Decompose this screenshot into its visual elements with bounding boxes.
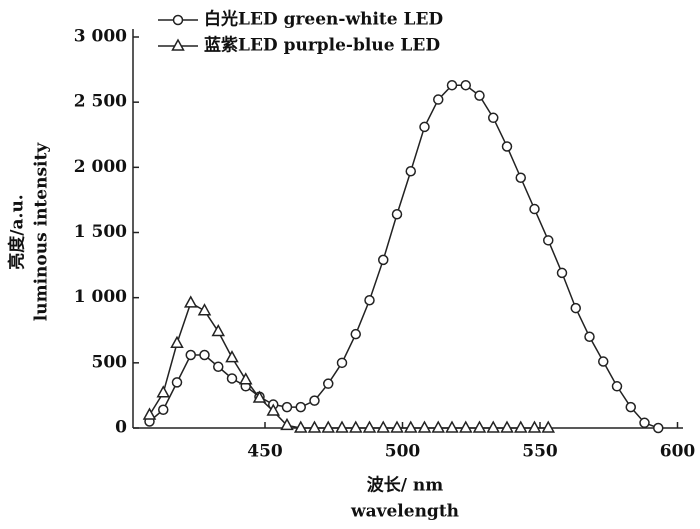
marker bbox=[541, 420, 556, 433]
marker bbox=[431, 420, 446, 433]
x-label-2: wavelength bbox=[350, 502, 459, 522]
marker bbox=[417, 420, 432, 433]
legend-marker bbox=[171, 38, 185, 51]
marker bbox=[364, 295, 375, 306]
marker bbox=[405, 165, 416, 177]
marker bbox=[639, 417, 650, 429]
marker bbox=[486, 420, 501, 433]
marker bbox=[362, 420, 377, 433]
y-label: 亮度/a.u. bbox=[7, 194, 28, 269]
marker bbox=[543, 235, 554, 246]
y-label-2: luminous intensity bbox=[32, 142, 52, 322]
marker bbox=[213, 361, 224, 372]
marker bbox=[611, 381, 623, 392]
marker bbox=[598, 356, 609, 367]
marker bbox=[500, 420, 514, 433]
legend-label: 蓝紫LED purple-blue LED bbox=[204, 35, 440, 56]
marker bbox=[309, 395, 320, 406]
series-line bbox=[148, 301, 549, 429]
marker bbox=[529, 203, 540, 215]
y-tick-label: 1 500 bbox=[74, 222, 127, 242]
marker bbox=[446, 79, 458, 91]
marker bbox=[293, 420, 308, 433]
marker bbox=[653, 422, 664, 434]
marker bbox=[570, 302, 581, 314]
marker bbox=[280, 417, 294, 431]
marker bbox=[515, 172, 526, 184]
marker bbox=[458, 420, 473, 433]
y-tick-label: 500 bbox=[92, 352, 128, 372]
marker bbox=[185, 349, 196, 361]
marker bbox=[323, 378, 334, 389]
marker bbox=[472, 420, 487, 433]
marker bbox=[158, 404, 169, 416]
marker bbox=[474, 90, 485, 101]
y-tick-label: 2 000 bbox=[74, 157, 127, 177]
marker bbox=[199, 349, 210, 361]
x-tick-label: 500 bbox=[385, 442, 421, 462]
legend-marker bbox=[172, 14, 184, 26]
marker bbox=[225, 350, 239, 363]
x-tick-label: 600 bbox=[660, 442, 696, 462]
marker bbox=[348, 420, 363, 433]
marker bbox=[419, 121, 430, 133]
marker bbox=[211, 323, 226, 337]
marker bbox=[501, 141, 513, 152]
legend-label: 白光LED green-white LED bbox=[204, 9, 443, 30]
marker bbox=[584, 331, 595, 343]
marker bbox=[336, 357, 348, 369]
marker bbox=[433, 94, 444, 105]
marker bbox=[403, 420, 418, 433]
marker bbox=[252, 390, 267, 403]
marker bbox=[281, 401, 293, 413]
marker bbox=[156, 385, 171, 398]
marker bbox=[390, 420, 404, 433]
marker bbox=[321, 420, 336, 433]
marker bbox=[513, 420, 528, 433]
marker bbox=[335, 420, 349, 433]
marker bbox=[527, 420, 542, 433]
marker bbox=[170, 335, 184, 349]
marker bbox=[238, 372, 253, 385]
marker bbox=[295, 401, 306, 413]
series-line bbox=[149, 84, 659, 429]
x-label: 波长/ nm bbox=[367, 475, 443, 496]
marker bbox=[350, 328, 361, 340]
marker bbox=[625, 401, 636, 413]
x-tick-label: 450 bbox=[247, 442, 283, 462]
y-tick-label: 2 500 bbox=[74, 92, 127, 112]
marker bbox=[226, 373, 238, 384]
marker bbox=[197, 303, 212, 316]
marker bbox=[171, 377, 183, 388]
marker bbox=[142, 407, 157, 420]
marker bbox=[266, 403, 281, 416]
y-tick-label: 0 bbox=[115, 418, 127, 438]
y-tick-label: 1 000 bbox=[74, 287, 127, 307]
marker bbox=[376, 420, 391, 433]
marker bbox=[391, 209, 403, 220]
marker bbox=[307, 420, 322, 433]
marker bbox=[445, 420, 459, 433]
marker bbox=[556, 267, 568, 279]
x-tick-label: 550 bbox=[522, 442, 558, 462]
marker bbox=[460, 79, 471, 91]
marker bbox=[378, 254, 389, 266]
y-tick-label: 3 000 bbox=[74, 27, 127, 47]
marker bbox=[488, 112, 499, 124]
marker bbox=[183, 295, 198, 308]
